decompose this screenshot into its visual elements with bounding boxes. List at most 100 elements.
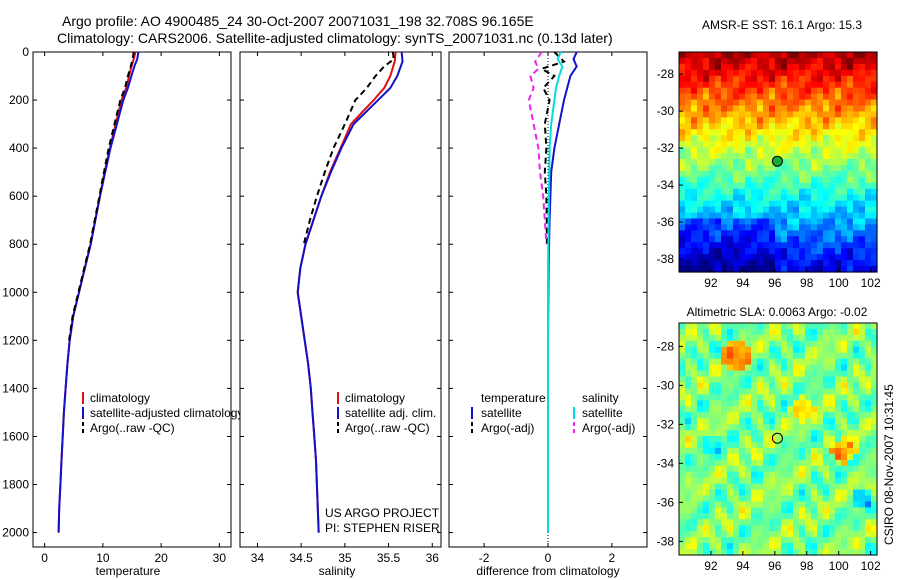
- heatmap-cell: [703, 254, 710, 261]
- heatmap-cell: [685, 170, 692, 178]
- heatmap-cell: [727, 477, 734, 485]
- heatmap-cell: [775, 513, 782, 520]
- heatmap-cell: [829, 453, 836, 461]
- heatmap-cell: [727, 129, 734, 136]
- y-tick-label: 1200: [2, 333, 29, 347]
- heatmap-cell: [859, 57, 866, 65]
- heatmap-cell: [811, 212, 818, 220]
- heatmap-cell: [727, 75, 734, 83]
- heatmap-cell: [733, 105, 740, 113]
- heatmap-cell: [775, 388, 782, 395]
- heatmap-cell: [799, 340, 806, 348]
- heatmap-cell: [829, 81, 836, 89]
- heatmap-cell: [769, 424, 776, 431]
- heatmap-cell: [817, 63, 824, 71]
- heatmap-cell: [733, 519, 740, 526]
- heatmap-cell: [763, 254, 770, 261]
- heatmap-cell: [781, 501, 788, 509]
- heatmap-cell: [793, 75, 800, 83]
- heatmap-cell: [871, 477, 878, 485]
- heatmap-cell: [847, 376, 854, 384]
- heatmap-cell: [715, 63, 722, 71]
- heatmap-cell: [715, 441, 722, 449]
- heatmap-cell: [775, 200, 782, 208]
- heatmap-cell: [703, 430, 710, 437]
- heatmap-cell: [859, 218, 866, 226]
- heatmap-cell: [709, 260, 716, 267]
- heatmap-cell: [721, 147, 728, 154]
- heatmap-cell: [709, 63, 716, 71]
- heatmap-cell: [685, 519, 692, 526]
- heatmap-cell: [775, 436, 782, 443]
- heatmap-cell: [811, 236, 818, 243]
- heatmap-cell: [691, 242, 698, 249]
- heatmap-cell: [865, 147, 872, 154]
- heatmap-cell: [763, 260, 770, 267]
- heatmap-cell: [811, 248, 818, 255]
- heatmap-cell: [871, 111, 878, 119]
- heatmap-cell: [799, 218, 806, 226]
- heatmap-cell: [703, 123, 710, 130]
- heatmap-cell: [769, 212, 776, 220]
- heatmap-cell: [757, 483, 764, 491]
- heatmap-cell: [829, 418, 836, 425]
- heatmap-cell: [811, 218, 818, 226]
- heatmap-cell: [721, 358, 728, 366]
- heatmap-cell: [847, 388, 854, 395]
- heatmap-cell: [691, 412, 698, 419]
- heatmap-cell: [805, 117, 812, 124]
- heatmap-cell: [793, 483, 800, 491]
- heatmap-cell: [733, 200, 740, 208]
- heatmap-cell: [787, 159, 794, 166]
- heatmap-cell: [847, 382, 854, 390]
- heatmap-cell: [685, 465, 692, 473]
- heatmap-cell: [781, 412, 788, 419]
- heatmap-cell: [697, 224, 704, 231]
- heatmap-cell: [703, 87, 710, 95]
- heatmap-cell: [871, 501, 878, 509]
- heatmap-cell: [853, 230, 860, 237]
- heatmap-cell: [745, 141, 752, 148]
- series-line-argo-raw-qc-: [302, 51, 395, 245]
- heatmap-cell: [685, 153, 692, 160]
- heatmap-cell: [769, 218, 776, 226]
- heatmap-cell: [811, 230, 818, 237]
- heatmap-cell: [799, 182, 806, 190]
- y-tick-label: 1600: [2, 429, 29, 443]
- heatmap-cell: [691, 135, 698, 142]
- heatmap-cell: [685, 471, 692, 479]
- heatmap-cell: [799, 400, 806, 407]
- heatmap-cell: [751, 513, 758, 520]
- heatmap-cell: [727, 87, 734, 95]
- heatmap-cell: [715, 260, 722, 267]
- heatmap-cell: [853, 543, 860, 550]
- heatmap-cell: [817, 93, 824, 101]
- heatmap-cell: [829, 388, 836, 395]
- legend-label-argo: Argo(..raw -QC): [90, 421, 175, 435]
- heatmap-cell: [775, 447, 782, 455]
- heatmap-cell: [727, 153, 734, 160]
- heatmap-cell: [805, 418, 812, 425]
- heatmap-cell: [745, 453, 752, 461]
- heatmap-cell: [823, 93, 830, 101]
- heatmap-cell: [853, 447, 860, 455]
- heatmap-cell: [739, 81, 746, 89]
- heatmap-cell: [799, 430, 806, 437]
- heatmap-cell: [781, 63, 788, 71]
- heatmap-cell: [679, 182, 686, 190]
- heatmap-cell: [703, 531, 710, 538]
- heatmap-cell: [745, 93, 752, 101]
- heatmap-cell: [745, 459, 752, 467]
- heatmap-cell: [871, 543, 878, 550]
- heatmap-cell: [823, 388, 830, 395]
- heatmap-cell: [817, 525, 824, 532]
- heatmap-cell: [775, 87, 782, 95]
- heatmap-cell: [835, 99, 842, 107]
- heatmap-cell: [697, 382, 704, 390]
- heatmap-cell: [787, 188, 794, 196]
- heatmap-cell: [805, 182, 812, 190]
- heatmap-cell: [871, 147, 878, 154]
- heatmap-cell: [739, 212, 746, 220]
- heatmap-cell: [739, 459, 746, 467]
- heatmap-cell: [829, 352, 836, 360]
